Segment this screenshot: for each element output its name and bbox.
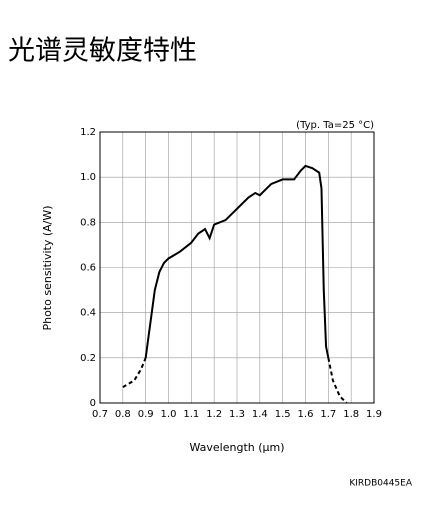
annotation: (Typ. Ta=25 °C) xyxy=(296,120,374,131)
y-tick-label: 1.2 xyxy=(80,127,96,138)
x-tick-label: 1.0 xyxy=(161,409,177,420)
x-tick-label: 1.6 xyxy=(298,409,314,420)
x-tick-label: 1.1 xyxy=(183,409,199,420)
y-tick-label: 0 xyxy=(90,398,96,409)
y-tick-label: 0.4 xyxy=(80,308,96,319)
x-tick-label: 0.7 xyxy=(92,409,108,420)
y-axis-label: Photo sensitivity (A/W) xyxy=(41,205,54,330)
plot-frame xyxy=(99,131,375,404)
footnote: KIRDB0445EA xyxy=(349,479,413,489)
x-tick-label: 1.5 xyxy=(275,409,291,420)
x-tick-label: 1.2 xyxy=(206,409,222,420)
x-axis-label: Wavelength (µm) xyxy=(189,441,284,454)
y-tick-label: 0.8 xyxy=(80,217,96,228)
y-tick-label: 1.0 xyxy=(80,172,96,183)
y-tick-label: 0.2 xyxy=(80,353,96,364)
x-tick-label: 0.8 xyxy=(115,409,131,420)
x-tick-label: 1.9 xyxy=(366,409,382,420)
y-tick-label: 0.6 xyxy=(80,263,96,274)
x-tick-label: 1.7 xyxy=(320,409,336,420)
x-tick-label: 1.8 xyxy=(343,409,359,420)
page-title: 光谱灵敏度特性 xyxy=(8,36,197,67)
x-tick-label: 0.9 xyxy=(138,409,154,420)
line xyxy=(122,357,348,404)
line xyxy=(144,164,330,359)
x-tick-label: 1.3 xyxy=(229,409,245,420)
x-tick-label: 1.4 xyxy=(252,409,268,420)
